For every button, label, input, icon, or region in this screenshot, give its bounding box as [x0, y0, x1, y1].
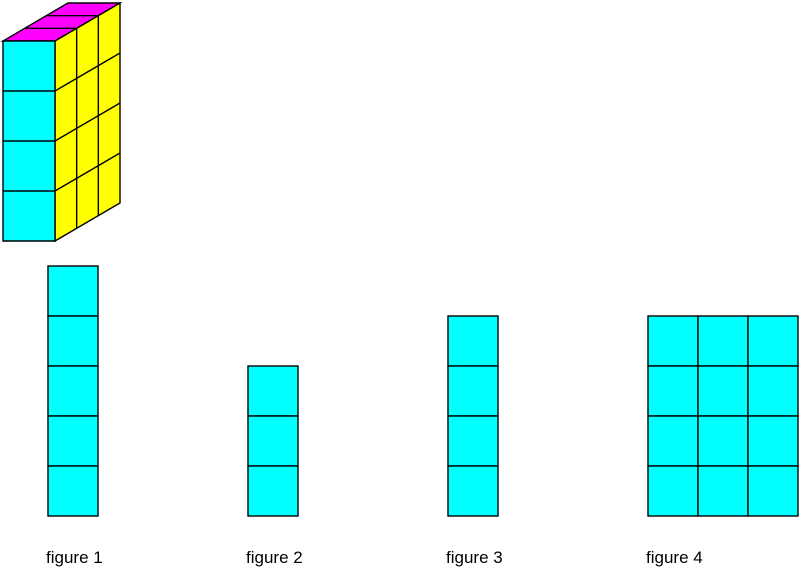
unit-square	[747, 365, 799, 417]
unit-square	[47, 315, 99, 367]
unit-square	[447, 465, 499, 517]
unit-square	[47, 365, 99, 417]
unit-square	[47, 265, 99, 317]
figure-3-grid	[447, 315, 499, 517]
unit-square	[247, 365, 299, 417]
unit-square	[697, 365, 749, 417]
unit-square	[47, 415, 99, 467]
unit-square	[747, 415, 799, 467]
figure-4-label: figure 4	[646, 548, 703, 567]
unit-square	[447, 315, 499, 367]
face-divider	[54, 102, 121, 142]
figure-2-grid	[247, 365, 299, 517]
unit-square	[247, 415, 299, 467]
figure-4-grid	[647, 315, 799, 517]
face-divider	[54, 152, 121, 192]
figure-1-grid	[47, 265, 99, 517]
unit-square	[647, 465, 699, 517]
unit-square	[747, 465, 799, 517]
cuboid-3d-figure	[0, 1, 123, 243]
unit-square	[647, 365, 699, 417]
unit-square	[47, 465, 99, 517]
figure-2-label: figure 2	[246, 548, 303, 567]
unit-square	[697, 415, 749, 467]
unit-square	[647, 415, 699, 467]
unit-square	[647, 315, 699, 367]
unit-square	[247, 465, 299, 517]
figure-3-label: figure 3	[446, 548, 503, 567]
unit-square	[747, 315, 799, 367]
face-divider	[54, 52, 121, 92]
figure-1-label: figure 1	[46, 548, 103, 567]
unit-square	[447, 365, 499, 417]
unit-square	[697, 465, 749, 517]
unit-square	[697, 315, 749, 367]
unit-square	[447, 415, 499, 467]
